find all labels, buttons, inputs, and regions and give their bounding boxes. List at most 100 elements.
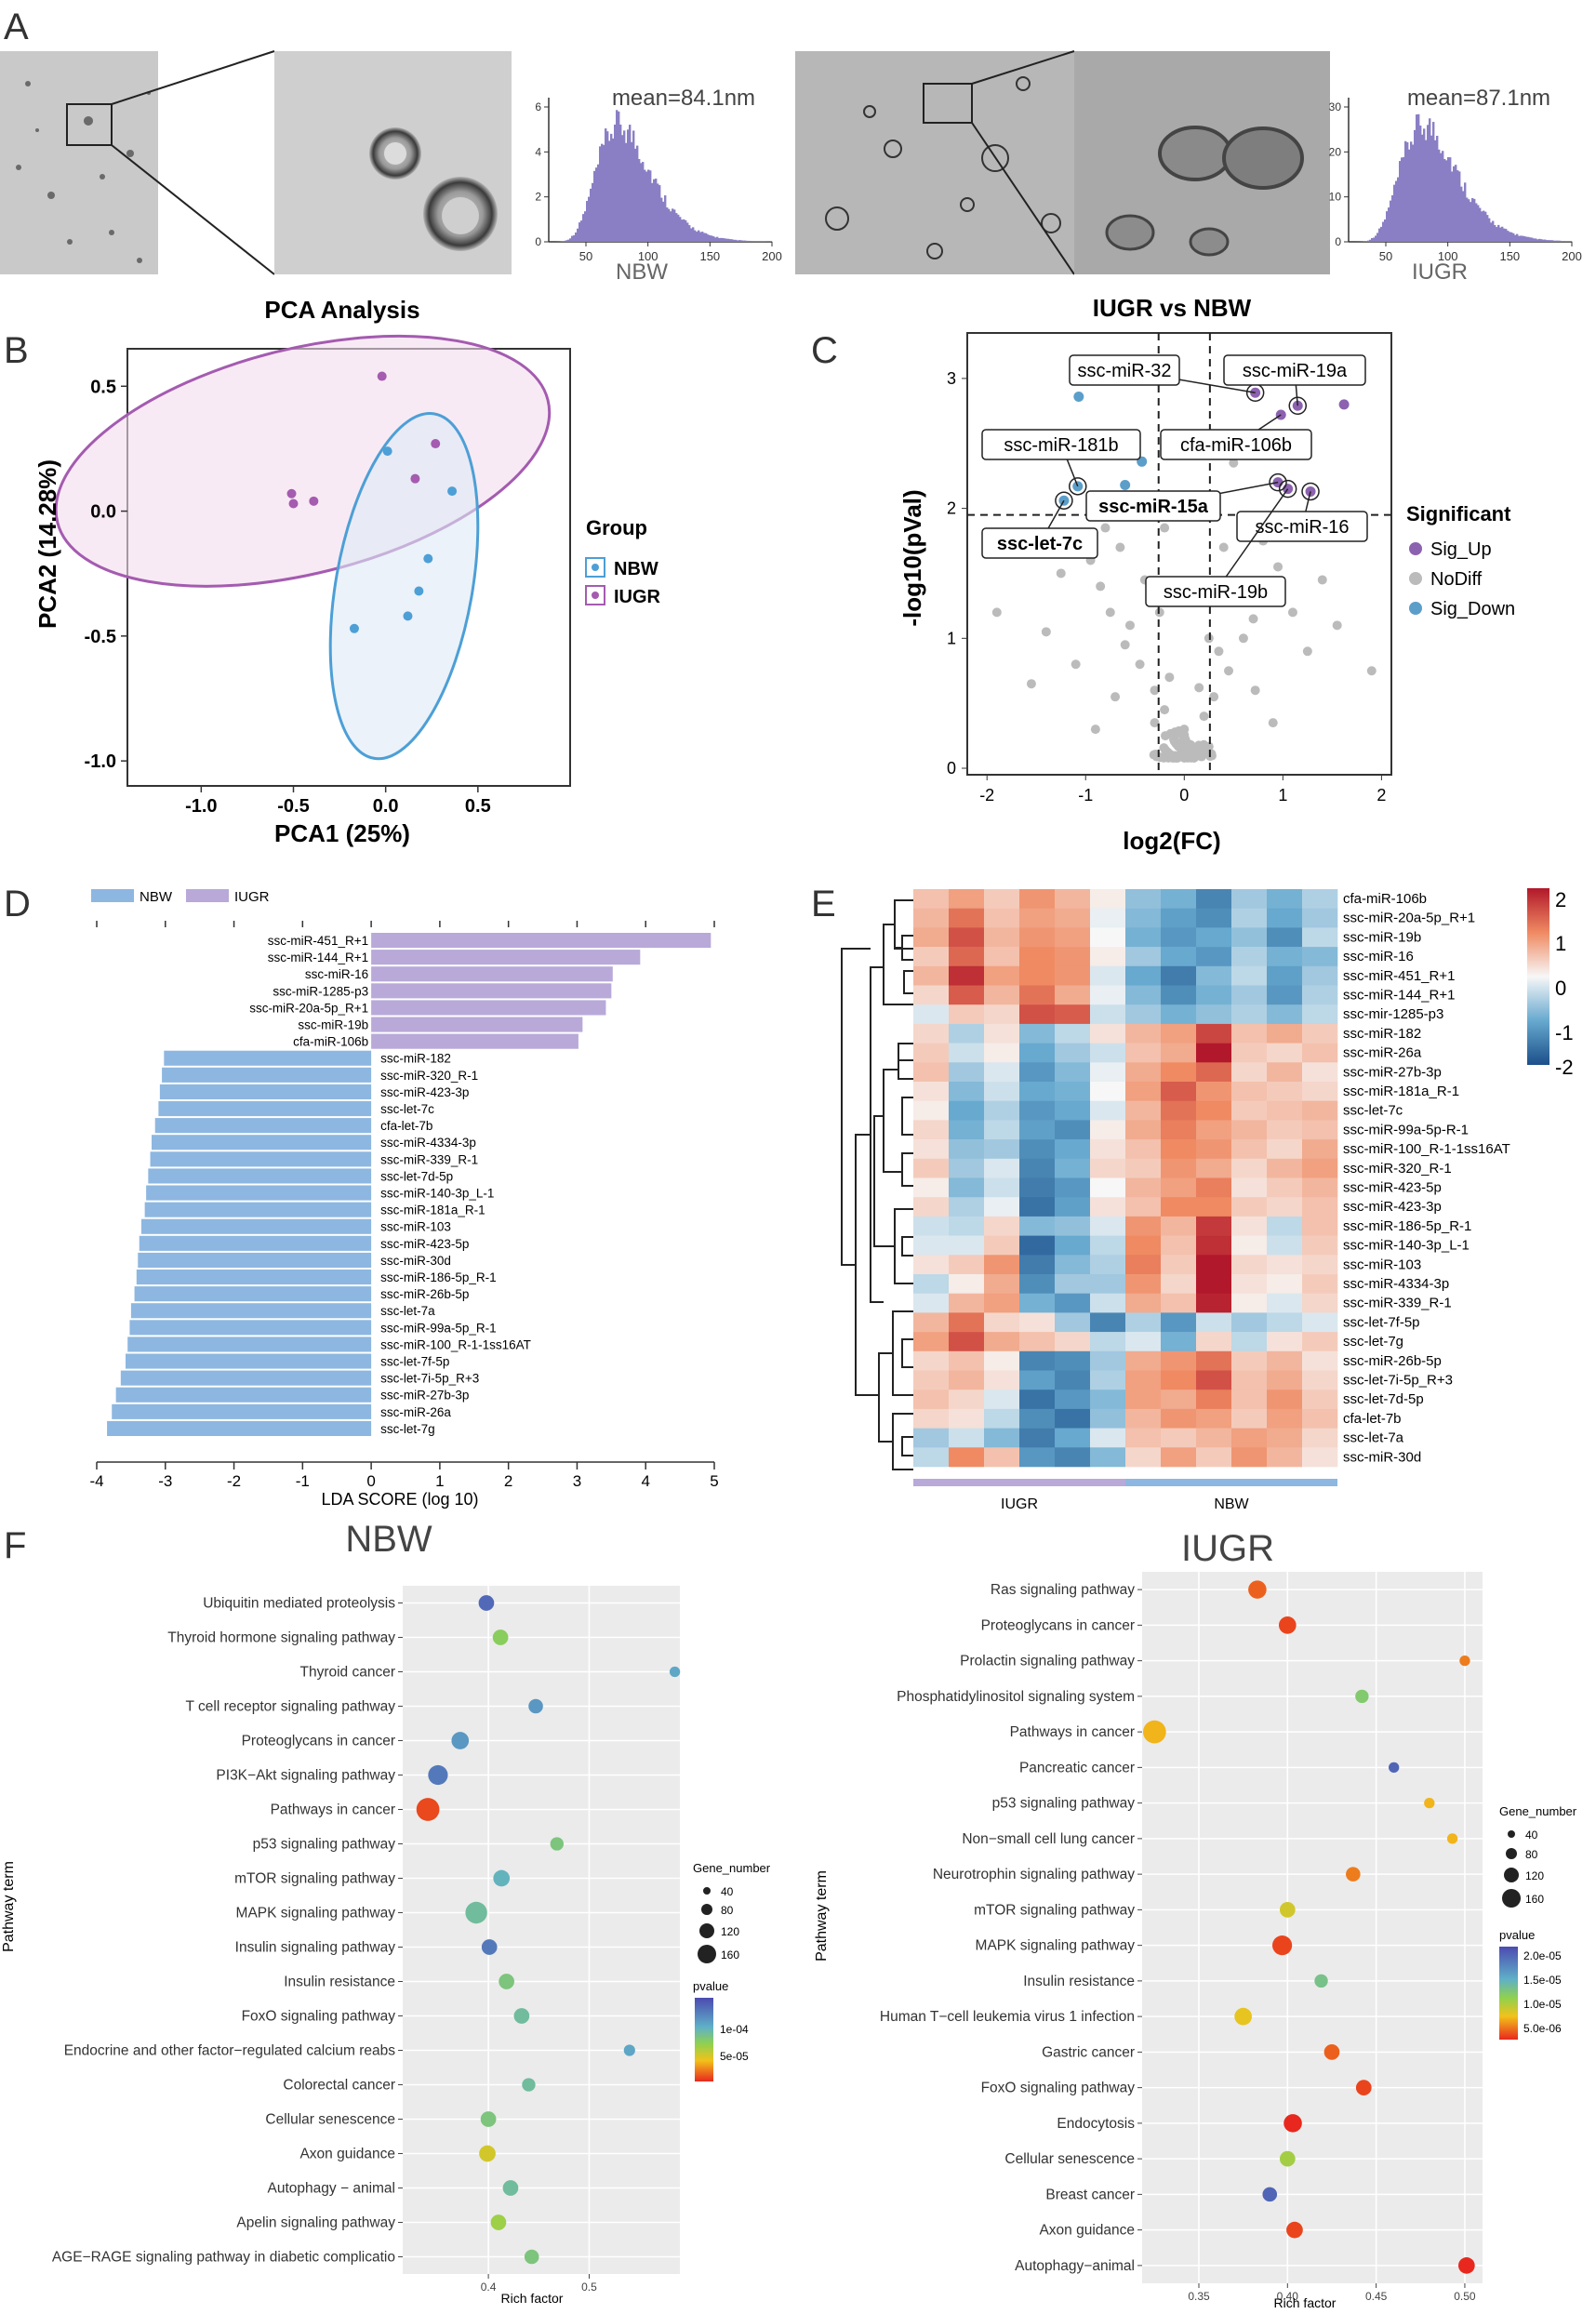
heatmap-cell xyxy=(1055,1312,1091,1333)
kegg-nbw-dot xyxy=(479,2145,496,2162)
hist-bar xyxy=(672,208,674,242)
heatmap-cell xyxy=(1161,1023,1197,1044)
heatmap-cell xyxy=(1267,1408,1303,1429)
heatmap-cell xyxy=(1302,947,1338,967)
kegg-iugr-term-label: MAPK signaling pathway xyxy=(976,1938,1136,1954)
heatmap-cell xyxy=(1161,889,1197,909)
volcano-point-nodiff xyxy=(1111,692,1121,702)
kegg-iugr-term-label: Non−small cell lung cancer xyxy=(962,1831,1135,1847)
lda-bar-label: cfa-let-7b xyxy=(380,1119,432,1133)
heatmap-cell xyxy=(1125,985,1162,1005)
volcano-label-box xyxy=(981,527,1098,559)
hist-bar xyxy=(1414,129,1416,242)
hist-bar xyxy=(683,219,685,242)
kegg-iugr-size-120: 120 xyxy=(1525,1869,1544,1882)
heatmap-cell xyxy=(1231,1447,1268,1468)
kegg-iugr-dot xyxy=(1389,1762,1400,1774)
volcano-x-tick-label: 2 xyxy=(1377,786,1386,805)
kegg-nbw-size-160: 160 xyxy=(721,1948,739,1962)
kegg-iugr-p-3: 1.0e-05 xyxy=(1523,1998,1562,2011)
volcano-point-nodiff xyxy=(1204,633,1214,644)
hist-bar xyxy=(575,232,578,242)
heatmap-cell xyxy=(1019,889,1056,909)
heatmap-cell xyxy=(1231,908,1268,928)
heatmap-cell xyxy=(1196,889,1232,909)
heatmap-cell xyxy=(949,1255,985,1275)
hist-bar xyxy=(1408,149,1411,242)
volcano-highlight-ring xyxy=(1069,477,1087,496)
hist-bar xyxy=(1438,149,1441,242)
histogram-iugr: 50 100 150 200 0 10 20 30 xyxy=(1329,98,1582,263)
heatmap-cell xyxy=(913,1293,950,1313)
heatmap-cell xyxy=(1267,1312,1303,1333)
hist-bar xyxy=(1403,156,1405,242)
kegg-iugr-term-label: Pathways in cancer xyxy=(1010,1724,1135,1740)
heatmap-cell xyxy=(1019,1235,1056,1256)
heatmap-cell xyxy=(1196,1235,1232,1256)
heatmap-cell xyxy=(1019,1274,1056,1294)
volcano-legend: Significant Sig_Up NoDiff Sig_Down xyxy=(1406,502,1515,619)
hist-bar xyxy=(627,129,630,242)
hist-bar xyxy=(1544,239,1547,242)
heatmap-row-label: ssc-miR-26b-5p xyxy=(1343,1353,1442,1369)
heatmap-cell xyxy=(984,1197,1020,1217)
volcano-point-nodiff xyxy=(1150,685,1160,696)
heatmap-cell xyxy=(1090,1100,1126,1121)
heatmap-cell xyxy=(1267,947,1303,967)
heatmap-cell xyxy=(1125,1177,1162,1198)
heatmap-cell xyxy=(1196,1139,1232,1160)
hist-bar xyxy=(685,219,687,242)
kegg-iugr-x-tick-label: 0.50 xyxy=(1454,2290,1476,2303)
pca-point-iugr xyxy=(410,473,420,484)
heatmap-cell xyxy=(913,1177,950,1198)
panel-f-letter: F xyxy=(4,1525,26,1566)
heatmap-cell xyxy=(1019,1100,1056,1121)
pca-x-tick-label: -1.0 xyxy=(185,796,217,817)
heatmap-cell xyxy=(1231,985,1268,1005)
heatmap-group-bar-nbw xyxy=(1125,1479,1337,1486)
kegg-iugr-p-2: 1.5e-05 xyxy=(1523,1974,1562,1987)
volcano-point-nodiff xyxy=(1332,620,1342,631)
volcano-gene-label: ssc-miR-19b xyxy=(1164,582,1268,603)
kegg-nbw-dot xyxy=(492,1629,509,1645)
heatmap-cell xyxy=(1019,1043,1056,1063)
heatmap-cell xyxy=(1055,1255,1091,1275)
heatmap-cell xyxy=(984,1332,1020,1352)
heatmap-cell xyxy=(1090,1255,1126,1275)
hist-bar xyxy=(1514,234,1517,242)
lda-bar xyxy=(146,1185,372,1201)
heatmap-cell xyxy=(984,908,1020,928)
hist-bar xyxy=(1535,238,1537,242)
heatmap-cell xyxy=(1267,1158,1303,1178)
pca-x-tick-label: -0.5 xyxy=(277,796,309,817)
kegg-nbw-term-label: Pathways in cancer xyxy=(271,1802,395,1818)
heatmap-cell xyxy=(913,1274,950,1294)
volcano-point-nodiff xyxy=(1186,749,1196,759)
volcano-point-nodiff xyxy=(1193,744,1204,754)
kegg-iugr-dot xyxy=(1424,1797,1435,1809)
heatmap-row-label: ssc-miR-423-5p xyxy=(1343,1180,1442,1196)
heatmap-cell xyxy=(1090,1023,1126,1044)
hist-bar xyxy=(675,213,678,242)
pca-ellipse-nbw xyxy=(328,412,480,761)
hist-bar xyxy=(660,197,663,242)
hist-bar xyxy=(569,238,572,242)
kegg-nbw-p-gradient xyxy=(695,1998,713,2081)
hist-bar xyxy=(1460,186,1463,242)
heatmap-cell xyxy=(1019,1139,1056,1160)
hist-bar xyxy=(1430,135,1433,242)
heatmap-cell xyxy=(1302,985,1338,1005)
heatmap-cell xyxy=(1090,1216,1126,1236)
heatmap-cell xyxy=(984,1062,1020,1083)
volcano-point-nodiff xyxy=(1164,672,1175,683)
heatmap-cell xyxy=(1302,1062,1338,1083)
hist-x-tick-label: 50 xyxy=(1379,249,1392,263)
heatmap-cell xyxy=(1302,927,1338,948)
hist-bar xyxy=(618,111,620,242)
lda-bar xyxy=(144,1202,372,1217)
lda-bar-label: ssc-miR-16 xyxy=(305,967,368,981)
kegg-iugr-ylabel: Pathway term xyxy=(814,1870,830,1962)
heatmap-cell xyxy=(1196,1447,1232,1468)
hist-bar xyxy=(1421,134,1424,242)
